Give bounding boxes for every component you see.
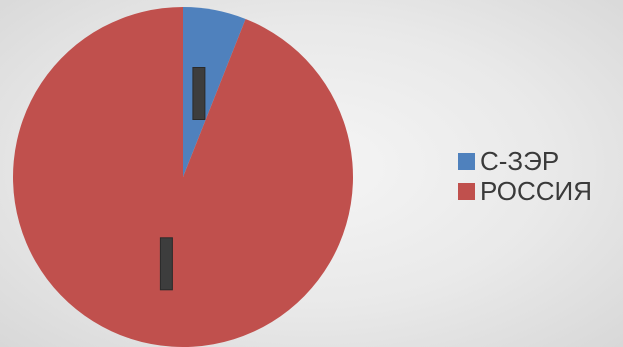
legend-label-s-zer: С-ЗЭР xyxy=(480,146,560,176)
pie-slice-rossiya xyxy=(13,7,354,347)
data-label-rossiya xyxy=(159,237,173,291)
legend-item-s-zer: С-ЗЭР xyxy=(458,146,618,176)
legend-item-rossiya: РОССИЯ xyxy=(458,176,618,206)
pie-slices xyxy=(13,7,354,347)
pie-data-labels xyxy=(159,67,206,291)
pie-slice-s-zer xyxy=(183,7,246,177)
legend-label-rossiya: РОССИЯ xyxy=(480,176,593,206)
data-label-s-zer xyxy=(192,67,206,120)
legend-swatch-s-zer xyxy=(458,152,475,170)
chart-legend: С-ЗЭР РОССИЯ xyxy=(458,146,618,206)
legend-swatch-rossiya xyxy=(458,182,475,200)
